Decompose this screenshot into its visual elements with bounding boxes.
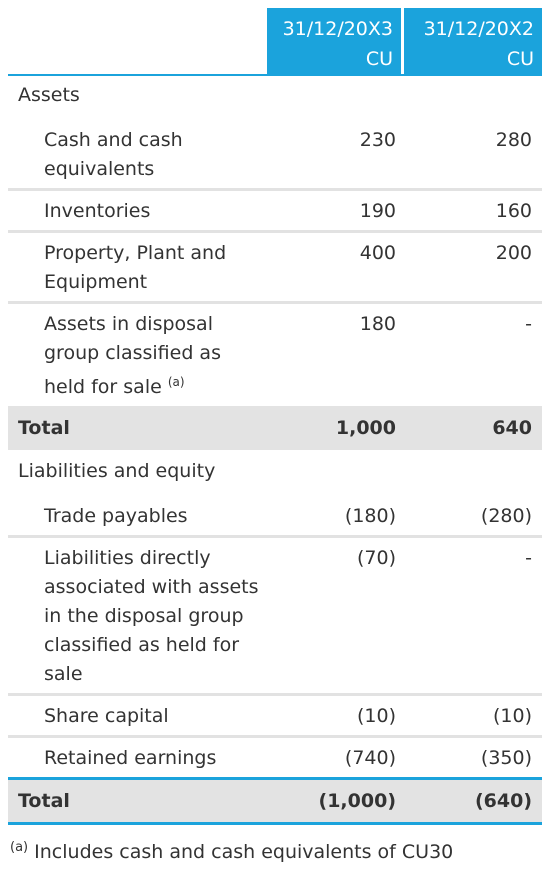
row-value-20x2: 280	[495, 129, 532, 151]
row-label-line: equivalents	[44, 158, 155, 180]
row-value-20x3: 180	[359, 313, 396, 335]
total-value-20x3: (1,000)	[318, 790, 396, 812]
section-title-liabilities: Liabilities and equity	[18, 460, 216, 482]
total-label: Total	[18, 417, 70, 439]
footnote-marker: (a)	[10, 840, 29, 855]
table-header: 31/12/20X3 CU 31/12/20X2 CU	[8, 8, 542, 76]
total-value-20x2: (640)	[474, 790, 532, 812]
row-label: Share capital	[8, 696, 267, 735]
row-value-20x2: -	[525, 313, 532, 335]
row-label: Inventories	[8, 191, 267, 230]
table-row: Share capital (10) (10)	[8, 696, 542, 738]
row-label-line: sale	[44, 663, 83, 685]
row-label-line: Assets in disposal	[44, 313, 213, 335]
row-value-20x2: (280)	[480, 505, 532, 527]
liabilities-total-row: Total (1,000) (640)	[8, 777, 542, 825]
row-label-line: Equipment	[44, 271, 148, 293]
row-label: Trade payables	[8, 496, 267, 535]
footnote: (a) Includes cash and cash equivalents o…	[10, 840, 453, 863]
section-title-assets: Assets	[18, 84, 80, 106]
row-value-20x2: (10)	[492, 705, 532, 727]
row-label: Retained earnings	[8, 738, 267, 777]
assets-total-row: Total 1,000 640	[8, 406, 542, 450]
row-value-20x3: (70)	[356, 547, 396, 569]
row-label-line: associated with assets	[44, 576, 259, 598]
row-label: Assets in disposal group classified as h…	[8, 304, 267, 406]
row-label-line: Inventories	[44, 200, 151, 222]
row-label-line: Liabilities directly	[44, 547, 211, 569]
row-label-line: Share capital	[44, 705, 169, 727]
table-row: Property, Plant and Equipment 400 200	[8, 233, 542, 304]
row-value-20x3: (180)	[344, 505, 396, 527]
table-row: Liabilities directly associated with ass…	[8, 538, 542, 696]
total-value-20x3: 1,000	[335, 417, 396, 439]
header-col-20x2-date: 31/12/20X2	[423, 18, 534, 40]
row-label: Liabilities directly associated with ass…	[8, 538, 267, 693]
header-blank-cell	[8, 8, 267, 74]
row-value-20x3: 400	[359, 242, 396, 264]
balance-sheet-table: 31/12/20X3 CU 31/12/20X2 CU Assets Cash …	[8, 8, 542, 825]
row-label: Cash and cash equivalents	[8, 120, 267, 188]
row-value-20x3: 190	[359, 200, 396, 222]
table-row: Inventories 190 160	[8, 191, 542, 233]
header-col-20x3-date: 31/12/20X3	[282, 18, 393, 40]
footnote-marker: (a)	[167, 375, 185, 389]
header-col-20x2-unit: CU	[506, 48, 534, 70]
row-label-line: in the disposal group	[44, 605, 244, 627]
table-row: Assets in disposal group classified as h…	[8, 304, 542, 406]
header-col-20x2: 31/12/20X2 CU	[404, 8, 542, 74]
row-value-20x2: 200	[495, 242, 532, 264]
table-row: Trade payables (180) (280)	[8, 496, 542, 538]
row-value-20x3: (740)	[344, 747, 396, 769]
row-label-text: held for sale	[44, 376, 162, 398]
row-label-line: classified as held for	[44, 634, 240, 656]
row-label-line: Retained earnings	[44, 747, 217, 769]
row-value-20x2: (350)	[480, 747, 532, 769]
row-label-line: Property, Plant and	[44, 242, 227, 264]
row-label: Property, Plant and Equipment	[8, 233, 267, 301]
header-col-20x3: 31/12/20X3 CU	[267, 8, 404, 74]
header-col-20x3-unit: CU	[365, 48, 393, 70]
row-label-line: Cash and cash	[44, 129, 183, 151]
row-label-line: held for sale (a)	[44, 368, 267, 402]
row-value-20x2: -	[525, 547, 532, 569]
row-label-line: Trade payables	[44, 505, 188, 527]
row-value-20x3: (10)	[356, 705, 396, 727]
total-value-20x2: 640	[492, 417, 532, 439]
row-label-line: group classified as	[44, 342, 221, 364]
table-row: Cash and cash equivalents 230 280	[8, 120, 542, 191]
row-value-20x3: 230	[359, 129, 396, 151]
total-label: Total	[18, 790, 70, 812]
row-value-20x2: 160	[495, 200, 532, 222]
table-row: Retained earnings (740) (350)	[8, 738, 542, 777]
footnote-text: Includes cash and cash equivalents of CU…	[28, 841, 454, 863]
